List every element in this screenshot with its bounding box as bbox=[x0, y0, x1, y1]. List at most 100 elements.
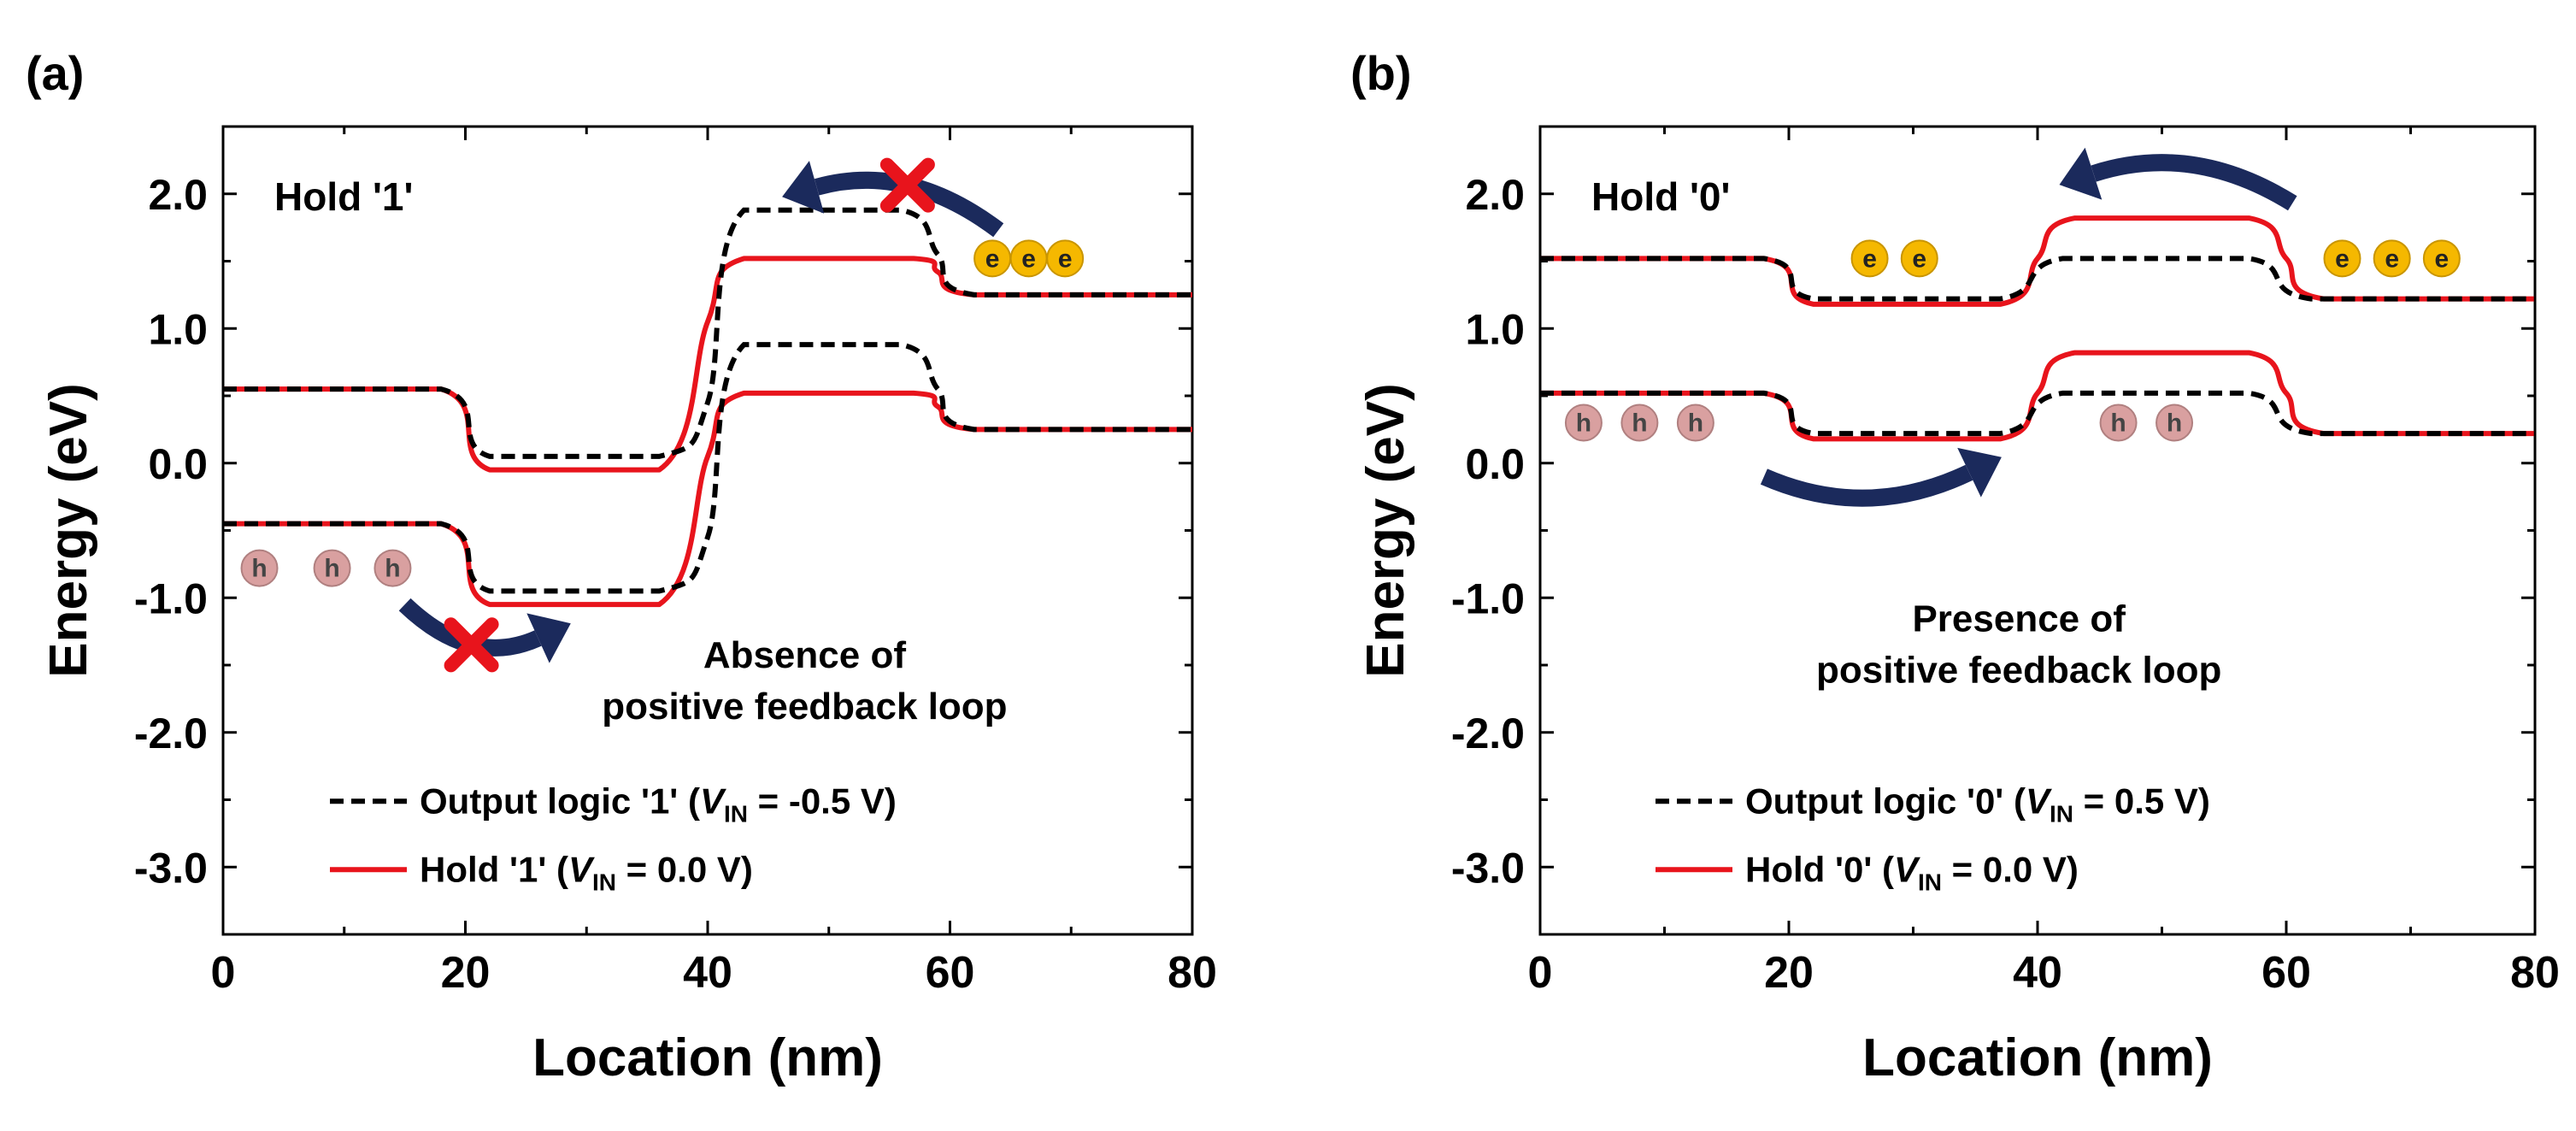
x-axis-label: Location (nm) bbox=[1862, 1028, 2213, 1087]
series-line-output bbox=[1539, 390, 2535, 437]
panel-label: (a) bbox=[26, 46, 84, 100]
x-tick-label: 40 bbox=[683, 948, 732, 998]
hole-circle bbox=[240, 549, 279, 587]
legend-suffix: = 0.0 V) bbox=[1942, 849, 2079, 889]
series-line-output bbox=[223, 342, 1192, 594]
panel-a: (a) 0 20 40 60 80 2.0 1.0 0.0 -1.0 -2.0 -3.0 Locatio… bbox=[26, 46, 1217, 1087]
electron-circle bbox=[1850, 239, 1889, 278]
legend-sub: IN bbox=[724, 800, 748, 827]
electron-particle: e bbox=[1046, 239, 1085, 278]
y-tick-label: -2.0 bbox=[134, 710, 208, 757]
legend-var: V bbox=[568, 849, 595, 889]
series-line-output bbox=[1539, 256, 2535, 302]
y-axis-label: Energy (eV) bbox=[1356, 383, 1415, 678]
legend-prefix: Output logic '0' ( bbox=[1745, 781, 2026, 821]
legend-prefix: Hold '1' ( bbox=[420, 849, 568, 889]
electron-label: e bbox=[1912, 244, 1926, 273]
electron-particle: e bbox=[1850, 239, 1889, 278]
legend-entry: Output logic '1' (VIN = -0.5 V) bbox=[330, 781, 897, 827]
legend-entry: Hold '1' (VIN = 0.0 V) bbox=[330, 849, 753, 895]
arrow-head bbox=[526, 613, 571, 663]
hole-particle: h bbox=[1620, 404, 1659, 442]
electron-circle bbox=[2323, 239, 2361, 278]
series-line-hold bbox=[223, 390, 1192, 608]
x-axis-label: Location (nm) bbox=[532, 1028, 883, 1087]
hole-label: h bbox=[2167, 409, 2182, 438]
legend-suffix: = 0.5 V) bbox=[2073, 781, 2210, 821]
x-tick-label: 0 bbox=[1528, 948, 1553, 998]
electron-label: e bbox=[2385, 244, 2399, 273]
legend-prefix: Output logic '1' ( bbox=[420, 781, 700, 821]
y-tick-label: 0.0 bbox=[148, 440, 208, 488]
hole-particle: h bbox=[1564, 404, 1603, 442]
annotation-text: positive feedback loop bbox=[1816, 650, 2221, 692]
legend-label: Hold '1' (VIN = 0.0 V) bbox=[420, 849, 753, 895]
hole-label: h bbox=[1576, 409, 1591, 438]
electron-circle bbox=[2422, 239, 2461, 278]
chart-title: Hold '1' bbox=[274, 174, 413, 219]
hole-circle bbox=[373, 549, 412, 587]
arrow-head bbox=[1957, 447, 2002, 498]
annotation-text: Absence of bbox=[703, 634, 907, 676]
hole-label: h bbox=[2110, 409, 2126, 438]
feedback-arrow bbox=[398, 598, 571, 673]
hole-particle: h bbox=[240, 549, 279, 587]
panel-b: (b) 0 20 40 60 80 2.0 1.0 0.0 -1.0 -2.0 -3.0 Locatio… bbox=[1350, 46, 2560, 1087]
electron-particle: e bbox=[1900, 239, 1938, 278]
y-tick-label: -2.0 bbox=[1451, 710, 1525, 757]
hole-particle: h bbox=[1676, 404, 1714, 442]
electron-particle: e bbox=[1009, 239, 1048, 278]
feedback-arrow bbox=[782, 157, 1004, 238]
hole-circle bbox=[2155, 404, 2194, 442]
x-tick-label: 60 bbox=[926, 948, 975, 998]
hole-circle bbox=[313, 549, 351, 587]
y-tick-label: 0.0 bbox=[1465, 440, 1525, 488]
arrow-head bbox=[2059, 147, 2103, 200]
electron-circle bbox=[2373, 239, 2411, 278]
hole-label: h bbox=[1632, 409, 1647, 438]
chart-title: Hold '0' bbox=[1591, 174, 1730, 219]
legend-entry: Hold '0' (VIN = 0.0 V) bbox=[1656, 849, 2079, 895]
annotation-text: positive feedback loop bbox=[602, 686, 1007, 727]
hole-label: h bbox=[385, 555, 400, 583]
x-tick-label: 80 bbox=[2510, 948, 2560, 998]
hole-label: h bbox=[324, 555, 339, 583]
y-tick-label: 2.0 bbox=[1465, 171, 1525, 219]
hole-particle: h bbox=[373, 549, 412, 587]
hole-label: h bbox=[1688, 409, 1703, 438]
series-line-output bbox=[223, 207, 1192, 459]
feedback-arrow bbox=[2059, 147, 2297, 211]
y-tick-label: -3.0 bbox=[1451, 844, 1525, 892]
hole-label: h bbox=[251, 555, 267, 583]
hole-circle bbox=[1676, 404, 1714, 442]
blocked-cross-icon bbox=[444, 617, 499, 673]
legend-label: Output logic '0' (VIN = 0.5 V) bbox=[1745, 781, 2210, 827]
y-tick-label: 2.0 bbox=[148, 171, 208, 219]
feedback-arrow bbox=[1760, 447, 2002, 507]
electron-label: e bbox=[2435, 244, 2450, 273]
hole-particle: h bbox=[2099, 404, 2138, 442]
legend-label: Hold '0' (VIN = 0.0 V) bbox=[1745, 849, 2079, 895]
y-tick-label: -1.0 bbox=[134, 574, 208, 622]
legend-suffix: = 0.0 V) bbox=[616, 849, 753, 889]
hole-circle bbox=[2099, 404, 2138, 442]
series-line-hold bbox=[223, 256, 1192, 473]
arrow-body bbox=[1760, 464, 1973, 507]
legend-sub: IN bbox=[2050, 800, 2073, 827]
y-tick-label: 1.0 bbox=[148, 305, 208, 353]
legend-label: Output logic '1' (VIN = -0.5 V) bbox=[420, 781, 897, 827]
electron-particle: e bbox=[2422, 239, 2461, 278]
electron-label: e bbox=[1058, 244, 1073, 273]
arrow-head bbox=[782, 161, 825, 214]
legend-var: V bbox=[700, 781, 726, 821]
y-tick-label: -1.0 bbox=[1451, 574, 1525, 622]
electron-particle: e bbox=[2373, 239, 2411, 278]
x-tick-label: 20 bbox=[441, 948, 491, 998]
x-tick-label: 80 bbox=[1167, 948, 1217, 998]
hole-circle bbox=[1564, 404, 1603, 442]
x-tick-label: 20 bbox=[1764, 948, 1814, 998]
electron-label: e bbox=[1021, 244, 1036, 273]
x-tick-label: 0 bbox=[211, 948, 236, 998]
legend-sub: IN bbox=[1918, 869, 1942, 895]
